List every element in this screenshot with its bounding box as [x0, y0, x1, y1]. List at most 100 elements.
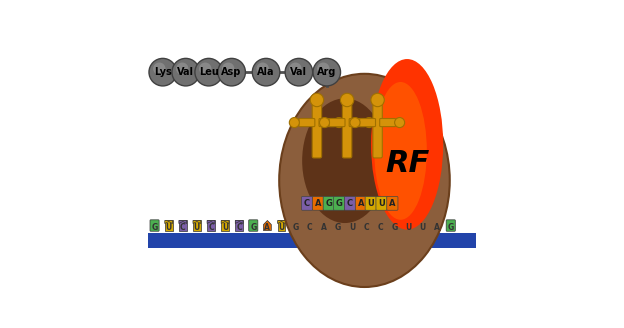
Polygon shape [306, 220, 314, 231]
Polygon shape [348, 220, 356, 223]
Polygon shape [179, 220, 187, 231]
Circle shape [176, 63, 188, 75]
Polygon shape [376, 220, 384, 231]
FancyBboxPatch shape [299, 118, 315, 127]
Circle shape [317, 63, 329, 75]
Circle shape [218, 58, 245, 86]
Circle shape [252, 58, 280, 86]
Circle shape [394, 117, 404, 128]
Circle shape [153, 63, 165, 75]
Polygon shape [165, 220, 173, 231]
FancyBboxPatch shape [249, 220, 258, 231]
Text: G: G [293, 223, 299, 232]
Polygon shape [404, 220, 412, 223]
FancyBboxPatch shape [376, 196, 387, 210]
Polygon shape [432, 220, 441, 231]
Circle shape [310, 93, 324, 107]
Text: Val: Val [177, 67, 194, 77]
Polygon shape [179, 220, 187, 223]
Polygon shape [263, 220, 271, 231]
FancyBboxPatch shape [359, 118, 376, 127]
FancyBboxPatch shape [365, 196, 376, 210]
Text: G: G [336, 199, 343, 208]
Polygon shape [193, 220, 201, 223]
Polygon shape [221, 220, 229, 223]
Ellipse shape [371, 59, 443, 230]
Text: U: U [278, 223, 285, 232]
Circle shape [290, 117, 300, 128]
Polygon shape [235, 220, 243, 223]
Polygon shape [348, 220, 356, 231]
FancyBboxPatch shape [373, 104, 383, 158]
FancyBboxPatch shape [349, 118, 365, 127]
Text: U: U [378, 199, 385, 208]
Circle shape [199, 63, 212, 75]
Circle shape [195, 58, 223, 86]
Text: Val: Val [290, 67, 308, 77]
Polygon shape [320, 220, 328, 231]
Text: RF: RF [385, 150, 429, 178]
Polygon shape [207, 220, 215, 231]
Polygon shape [207, 220, 215, 223]
FancyBboxPatch shape [312, 104, 321, 158]
Circle shape [319, 117, 329, 128]
Circle shape [222, 63, 235, 75]
FancyBboxPatch shape [446, 220, 456, 231]
Text: Leu: Leu [198, 67, 218, 77]
FancyBboxPatch shape [334, 196, 345, 210]
FancyBboxPatch shape [150, 220, 159, 231]
FancyBboxPatch shape [319, 118, 335, 127]
Polygon shape [376, 220, 384, 223]
Text: G: G [325, 199, 332, 208]
Text: A: A [265, 223, 270, 232]
Text: C: C [304, 199, 310, 208]
Text: C: C [208, 223, 214, 232]
Polygon shape [221, 220, 229, 231]
Text: U: U [193, 223, 200, 232]
Text: U: U [349, 223, 355, 232]
FancyBboxPatch shape [387, 196, 398, 210]
Text: A: A [321, 223, 327, 232]
Polygon shape [278, 220, 285, 223]
Polygon shape [362, 220, 370, 231]
Circle shape [149, 58, 177, 86]
Polygon shape [419, 220, 426, 231]
Polygon shape [165, 220, 173, 223]
FancyBboxPatch shape [343, 104, 352, 158]
Text: U: U [406, 223, 412, 232]
Circle shape [290, 63, 301, 75]
FancyBboxPatch shape [291, 220, 300, 231]
Text: G: G [250, 223, 256, 232]
FancyBboxPatch shape [301, 196, 313, 210]
Circle shape [285, 58, 313, 86]
Text: C: C [307, 223, 313, 232]
Text: A: A [389, 199, 396, 208]
Polygon shape [362, 220, 370, 223]
Text: C: C [378, 223, 383, 232]
Polygon shape [278, 220, 285, 231]
Ellipse shape [374, 82, 427, 220]
Polygon shape [404, 220, 412, 231]
Text: U: U [222, 223, 228, 232]
Circle shape [371, 93, 384, 107]
Text: C: C [347, 199, 353, 208]
FancyBboxPatch shape [390, 220, 399, 231]
FancyBboxPatch shape [148, 233, 476, 248]
Polygon shape [235, 220, 243, 231]
Text: Arg: Arg [317, 67, 336, 77]
FancyBboxPatch shape [313, 196, 323, 210]
Text: C: C [363, 223, 369, 232]
FancyBboxPatch shape [329, 118, 345, 127]
Circle shape [364, 117, 374, 128]
Circle shape [341, 93, 354, 107]
Ellipse shape [302, 98, 388, 223]
Text: G: G [152, 223, 158, 232]
Ellipse shape [368, 112, 414, 210]
Text: A: A [314, 199, 321, 208]
Circle shape [313, 58, 341, 86]
Text: Ala: Ala [257, 67, 275, 77]
Text: A: A [434, 223, 439, 232]
Text: U: U [368, 199, 374, 208]
Text: C: C [236, 223, 242, 232]
FancyBboxPatch shape [344, 196, 356, 210]
